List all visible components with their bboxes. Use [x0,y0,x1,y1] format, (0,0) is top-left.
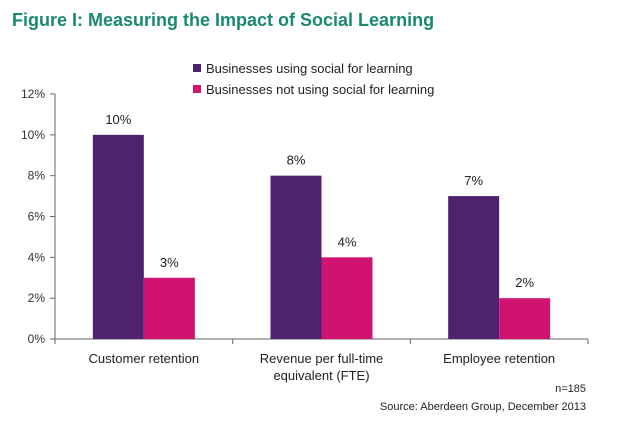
x-category-label-line: Revenue per full-time [260,351,384,366]
bar-value-label: 10% [105,112,131,127]
legend-label: Businesses using social for learning [206,61,413,76]
bar-value-label: 8% [287,153,306,168]
x-category-label: Revenue per full-time equivalent (FTE) [260,351,384,383]
y-tick-label: 0% [28,332,46,346]
y-tick-label: 4% [28,250,46,264]
y-tick-label: 12% [21,87,45,101]
y-tick-label: 10% [21,128,45,142]
bar-value-label: 7% [464,173,483,188]
legend-swatch [193,64,201,72]
bar-using-social [448,196,500,339]
x-category-label: Customer retention [89,351,200,366]
bars-group [92,134,551,339]
sample-size-note: n=185 [555,383,586,395]
legend-label: Businesses not using social for learning [206,82,434,97]
bar-not-using-social [321,257,373,339]
y-tick-label: 8% [28,169,46,183]
bar-value-label: 3% [160,255,179,270]
x-category-label-line: Customer retention [89,351,200,366]
bar-not-using-social [499,298,551,339]
x-category-label: Employee retention [443,351,555,366]
bar-not-using-social [143,277,195,339]
chart-title: Figure I: Measuring the Impact of Social… [12,10,434,30]
x-category-label-line: Employee retention [443,351,555,366]
bar-value-label: 2% [515,275,534,290]
chart-legend: Businesses using social for learning Busi… [193,61,434,97]
source-note: Source: Aberdeen Group, December 2013 [380,401,586,413]
y-tick-label: 2% [28,291,46,305]
legend-swatch [193,85,201,93]
data-labels-group: 10% 8% 7% 3% 4% 2% [105,112,534,290]
bar-value-label: 4% [338,234,357,249]
x-category-label-line: equivalent (FTE) [273,368,369,383]
x-axis: Customer retention Revenue per full-time e… [54,338,589,383]
bar-using-social [270,175,322,339]
y-tick-label: 6% [28,210,46,224]
bar-using-social [92,134,144,339]
y-axis: 0% 2% 4% 6% 8% 10% 12% [21,87,56,346]
